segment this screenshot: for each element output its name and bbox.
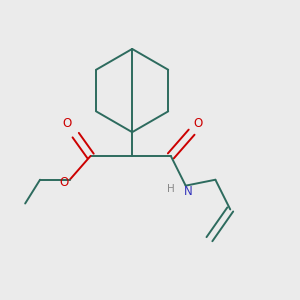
Text: O: O — [193, 117, 202, 130]
Text: O: O — [62, 117, 71, 130]
Text: H: H — [167, 184, 175, 194]
Text: N: N — [184, 185, 193, 198]
Text: O: O — [59, 176, 68, 189]
